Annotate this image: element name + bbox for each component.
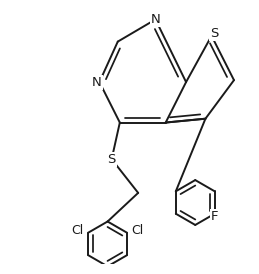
Text: N: N (92, 76, 102, 89)
Text: Cl: Cl (132, 224, 144, 236)
Text: S: S (107, 153, 116, 166)
Text: N: N (151, 13, 160, 26)
Text: F: F (211, 210, 218, 223)
Text: S: S (210, 27, 218, 40)
Text: Cl: Cl (71, 224, 84, 236)
